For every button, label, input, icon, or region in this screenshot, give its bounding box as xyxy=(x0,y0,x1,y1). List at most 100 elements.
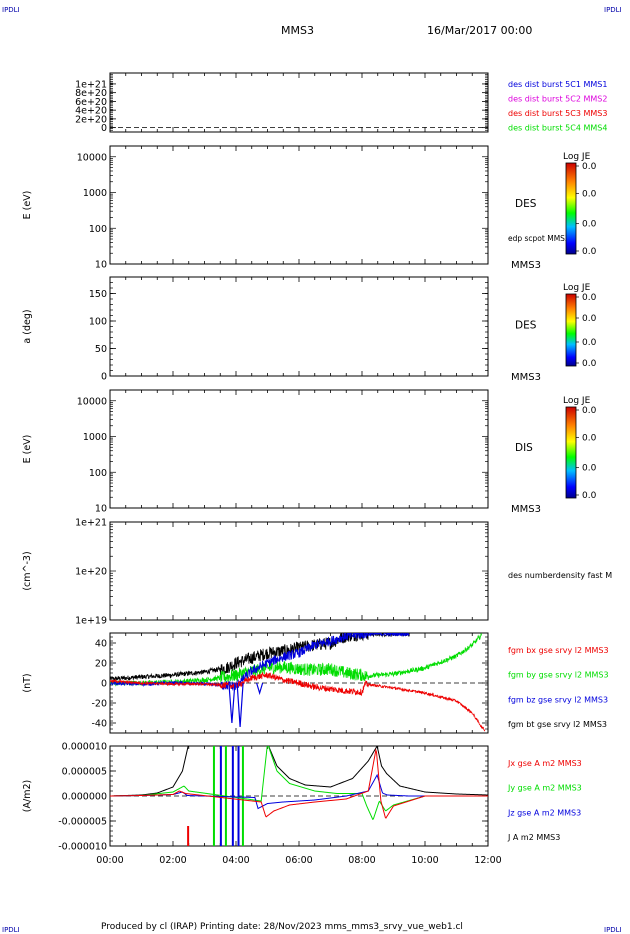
legend-entry: Jy gse A m2 MMS3 xyxy=(507,784,582,793)
x-tick-label: 02:00 xyxy=(159,855,186,866)
colorbar-tick-label: 0.0 xyxy=(582,359,597,369)
corner-label-bottom-left: IPDLI xyxy=(2,926,20,934)
panel-p2: 10 100 1000 10000 E (eV) DES MMS3 edp scpot MMS… xyxy=(22,145,597,271)
x-tick-label: 06:00 xyxy=(285,855,312,866)
footer: Produced by cl (IRAP) Printing date: 28/… xyxy=(2,922,622,934)
y-tick-label: 1000 xyxy=(83,432,107,443)
y-axis-label: (cm^-3) xyxy=(22,551,33,590)
legend-entry: des dist burst 5C1 MMS1 xyxy=(508,80,607,89)
panel-frame xyxy=(109,145,489,265)
colorbar-tick-label: 0.0 xyxy=(582,247,597,257)
y-tick-label: 2e+20 xyxy=(75,114,107,125)
colorbar xyxy=(565,293,577,367)
data-layer xyxy=(110,633,486,732)
footer-text: Produced by cl (IRAP) Printing date: 28/… xyxy=(101,922,463,932)
colorbar-tick-label: 0.0 xyxy=(582,220,597,230)
y-tick-label: 10000 xyxy=(77,152,107,163)
colorbar-title: Log JE xyxy=(563,396,591,406)
legend-entry: J A m2 MMS3 xyxy=(507,833,560,842)
y-tick-label: 4e+20 xyxy=(75,106,107,117)
colorbar-tick-label: 0.0 xyxy=(582,338,597,348)
y-tick-label: 10 xyxy=(95,260,107,271)
y-tick-label: -0.000005 xyxy=(58,817,107,828)
colorbar-tick-label: 0.0 xyxy=(582,189,597,199)
colorbar xyxy=(565,406,577,499)
series-line xyxy=(110,746,488,797)
y-axis-label: E (eV) xyxy=(22,435,33,464)
y-tick-label: 1000 xyxy=(83,188,107,199)
spike-dip xyxy=(256,682,264,696)
y-tick-label: 10000 xyxy=(77,396,107,407)
y-tick-label: 50 xyxy=(95,344,107,355)
series-line xyxy=(110,746,488,820)
series-line xyxy=(110,748,488,819)
spacecraft-title: MMS3 xyxy=(281,24,314,37)
y-tick-label: 100 xyxy=(89,224,107,235)
corner-label-top-left: IPDLI xyxy=(2,6,20,14)
panel-p6: -40 -20 0 20 40 (nT) fgm bx gse srvy l2 MMS3 fg… xyxy=(22,632,609,734)
legend-entry: fgm bz gse srvy l2 MMS3 xyxy=(508,695,608,704)
colorbar-tick-label: 0.0 xyxy=(582,162,597,172)
y-tick-label: 0.000000 xyxy=(62,792,107,803)
y-axis-label: E (eV) xyxy=(22,191,33,220)
y-tick-label: 0 xyxy=(101,679,107,690)
panel-p5: 1e+19 1e+20 1e+21 (cm^-3) des numberdensity … xyxy=(22,518,612,627)
spike-dip xyxy=(228,682,236,724)
y-tick-label: 40 xyxy=(95,639,107,650)
corner-label-bottom-right: IPDLI xyxy=(604,926,622,934)
y-tick-label: 1e+19 xyxy=(75,616,107,627)
instrument-label: DES xyxy=(515,198,537,210)
legend-entry: fgm bt gse srvy l2 MMS3 xyxy=(508,720,607,729)
x-tick-label: 10:00 xyxy=(411,855,438,866)
legend-entry: des numberdensity fast M xyxy=(508,571,612,580)
x-tick-label: 00:00 xyxy=(96,855,123,866)
spacecraft-label: MMS3 xyxy=(511,260,541,271)
y-tick-label: -0.000010 xyxy=(58,842,107,853)
x-tick-label: 04:00 xyxy=(222,855,249,866)
spacecraft-label: MMS3 xyxy=(511,504,541,515)
series-line xyxy=(110,633,410,681)
y-tick-label: 150 xyxy=(89,289,107,300)
instrument-label: DIS xyxy=(515,442,533,454)
x-tick-label: 08:00 xyxy=(348,855,375,866)
extra-label: edp scpot MMS3 xyxy=(508,234,570,243)
y-axis-label: a (deg) xyxy=(22,309,33,343)
y-tick-label: 100 xyxy=(89,317,107,328)
y-tick-label: 0.000010 xyxy=(62,742,107,753)
panel-frame xyxy=(109,521,489,621)
data-layer xyxy=(110,746,488,846)
header: IPDLI IPDLI MMS3 16/Mar/2017 00:00 xyxy=(2,6,622,37)
date-title: 16/Mar/2017 00:00 xyxy=(427,24,532,37)
y-tick-label: -40 xyxy=(91,719,107,730)
colorbar-tick-label: 0.0 xyxy=(582,464,597,474)
y-tick-label: 20 xyxy=(95,659,107,670)
y-tick-label: 0.000005 xyxy=(62,767,107,778)
colorbar-tick-label: 0.0 xyxy=(582,406,597,416)
y-tick-label: 6e+20 xyxy=(75,97,107,108)
y-axis-label: (nT) xyxy=(22,673,33,692)
colorbar-tick-label: 0.0 xyxy=(582,314,597,324)
y-tick-label: 1e+21 xyxy=(75,518,107,529)
instrument-label: DES xyxy=(515,320,537,332)
y-tick-label: 1e+21 xyxy=(75,79,107,90)
y-tick-label: 0 xyxy=(101,123,107,134)
spike-dip xyxy=(236,682,244,728)
y-tick-label: 8e+20 xyxy=(75,88,107,99)
panel-frame xyxy=(109,72,489,133)
legend-entry: des dist burst 5C2 MMS2 xyxy=(508,95,607,104)
y-tick-label: 0 xyxy=(101,372,107,383)
y-tick-label: 10 xyxy=(95,504,107,515)
panel-frame xyxy=(109,389,489,509)
y-tick-label: 100 xyxy=(89,468,107,479)
colorbar-title: Log JE xyxy=(563,152,591,162)
y-tick-label: 1e+20 xyxy=(75,567,107,578)
series-line xyxy=(110,671,486,732)
spacecraft-label: MMS3 xyxy=(511,372,541,383)
legend-entry: des dist burst 5C4 MMS4 xyxy=(508,124,607,133)
panel-p7: -0.000010 -0.000005 0.000000 0.000005 0.0000… xyxy=(22,742,582,867)
legend-entry: Jx gse A m2 MMS3 xyxy=(507,759,582,768)
